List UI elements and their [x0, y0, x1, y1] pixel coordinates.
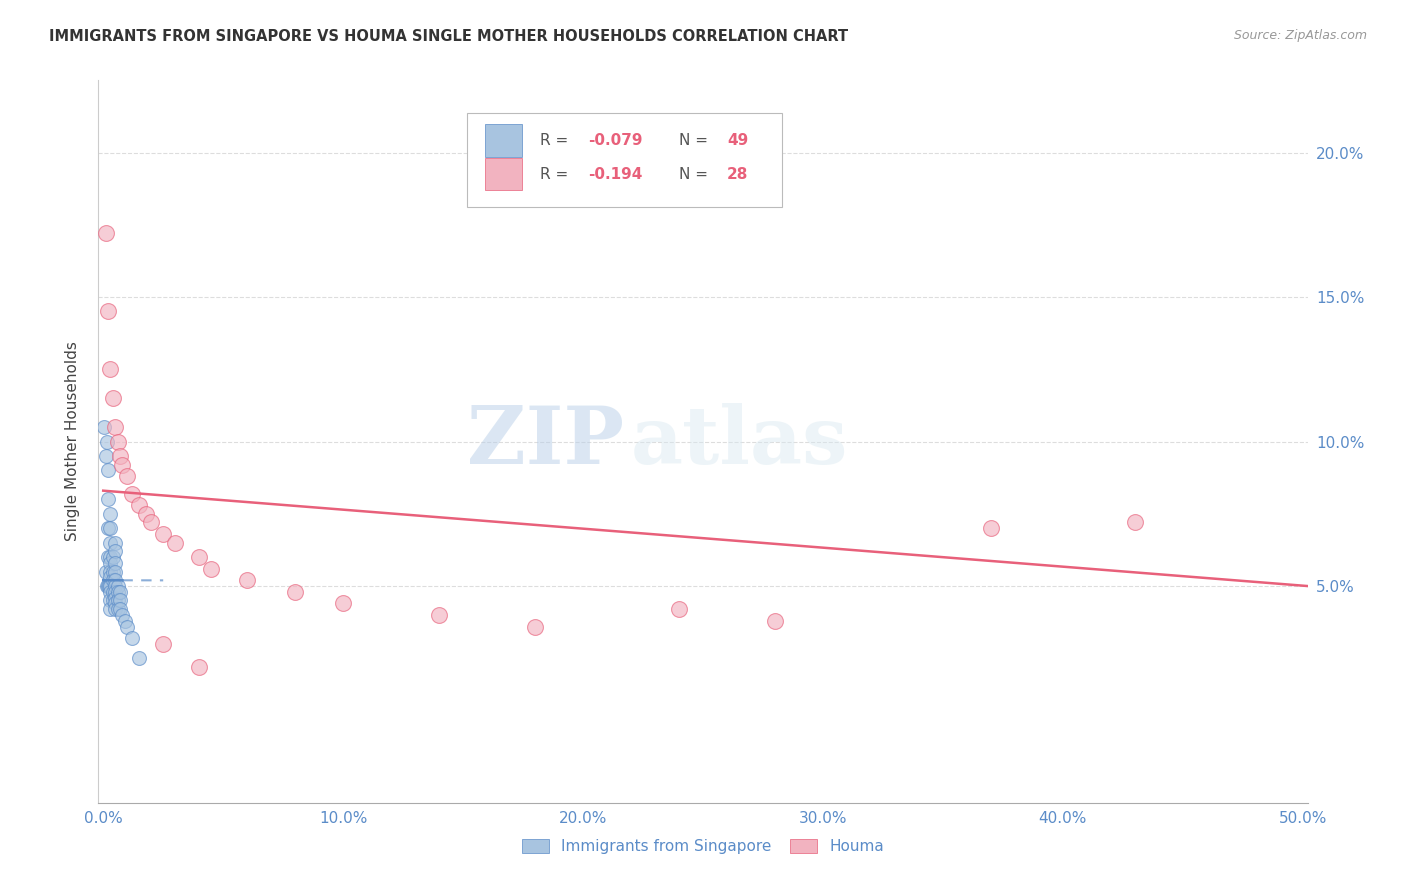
Point	[152, 637, 174, 651]
Point	[104, 574, 127, 588]
Point	[96, 579, 118, 593]
Point	[101, 574, 124, 588]
Point	[188, 660, 211, 674]
Point	[980, 521, 1002, 535]
Point	[101, 550, 124, 565]
Text: -0.079: -0.079	[588, 133, 643, 148]
Point	[100, 593, 122, 607]
Text: R =: R =	[540, 167, 568, 182]
Point	[108, 449, 131, 463]
Point	[100, 584, 122, 599]
Point	[152, 527, 174, 541]
Point	[104, 596, 127, 610]
Point	[111, 607, 134, 622]
Point	[1123, 516, 1146, 530]
Point	[104, 544, 127, 558]
Point	[100, 362, 122, 376]
Text: Source: ZipAtlas.com: Source: ZipAtlas.com	[1233, 29, 1367, 42]
Point	[101, 391, 124, 405]
Point	[101, 584, 124, 599]
Text: N =: N =	[679, 133, 707, 148]
Point	[104, 535, 127, 549]
Point	[141, 516, 163, 530]
Point	[104, 602, 127, 616]
Point	[96, 434, 118, 449]
Point	[121, 486, 143, 500]
Point	[115, 619, 138, 633]
Text: R =: R =	[540, 133, 568, 148]
Point	[100, 550, 122, 565]
Point	[165, 535, 187, 549]
Point	[107, 593, 129, 607]
Point	[107, 434, 129, 449]
Point	[763, 614, 786, 628]
Text: 28: 28	[727, 167, 748, 182]
Point	[100, 602, 122, 616]
Point	[128, 651, 150, 665]
Point	[135, 507, 157, 521]
Point	[94, 449, 117, 463]
Point	[101, 565, 124, 579]
Point	[121, 631, 143, 645]
Point	[97, 521, 120, 535]
Point	[100, 535, 122, 549]
Point	[97, 550, 120, 565]
Point	[97, 304, 120, 318]
Point	[98, 579, 121, 593]
Text: 49: 49	[727, 133, 748, 148]
Point	[94, 227, 117, 241]
Point	[104, 565, 127, 579]
Point	[284, 584, 307, 599]
Text: IMMIGRANTS FROM SINGAPORE VS HOUMA SINGLE MOTHER HOUSEHOLDS CORRELATION CHART: IMMIGRANTS FROM SINGAPORE VS HOUMA SINGL…	[49, 29, 848, 44]
Point	[111, 458, 134, 472]
Point	[101, 593, 124, 607]
Point	[97, 463, 120, 477]
Point	[104, 579, 127, 593]
Point	[104, 584, 127, 599]
Point	[115, 469, 138, 483]
FancyBboxPatch shape	[467, 112, 782, 207]
Point	[100, 521, 122, 535]
Point	[97, 492, 120, 507]
Bar	[485, 124, 522, 156]
Point	[100, 565, 122, 579]
Point	[104, 420, 127, 434]
Point	[108, 602, 131, 616]
Point	[236, 574, 259, 588]
Y-axis label: Single Mother Households: Single Mother Households	[65, 342, 80, 541]
Point	[200, 562, 222, 576]
Point	[104, 556, 127, 570]
Point	[97, 579, 120, 593]
Text: -0.194: -0.194	[588, 167, 643, 182]
Point	[100, 507, 122, 521]
Legend: Immigrants from Singapore, Houma: Immigrants from Singapore, Houma	[516, 832, 890, 860]
Point	[188, 550, 211, 565]
Point	[93, 420, 115, 434]
Point	[114, 614, 136, 628]
Text: ZIP: ZIP	[467, 402, 624, 481]
Bar	[485, 158, 522, 191]
Point	[107, 584, 129, 599]
Point	[104, 591, 127, 605]
Point	[108, 584, 131, 599]
Point	[107, 579, 129, 593]
Text: N =: N =	[679, 167, 707, 182]
Point	[100, 556, 122, 570]
Text: atlas: atlas	[630, 402, 848, 481]
Point	[94, 565, 117, 579]
Point	[108, 593, 131, 607]
Point	[427, 607, 450, 622]
Point	[100, 570, 122, 584]
Point	[332, 596, 354, 610]
Point	[128, 498, 150, 512]
Point	[100, 579, 122, 593]
Point	[668, 602, 690, 616]
Point	[524, 619, 547, 633]
Point	[107, 602, 129, 616]
